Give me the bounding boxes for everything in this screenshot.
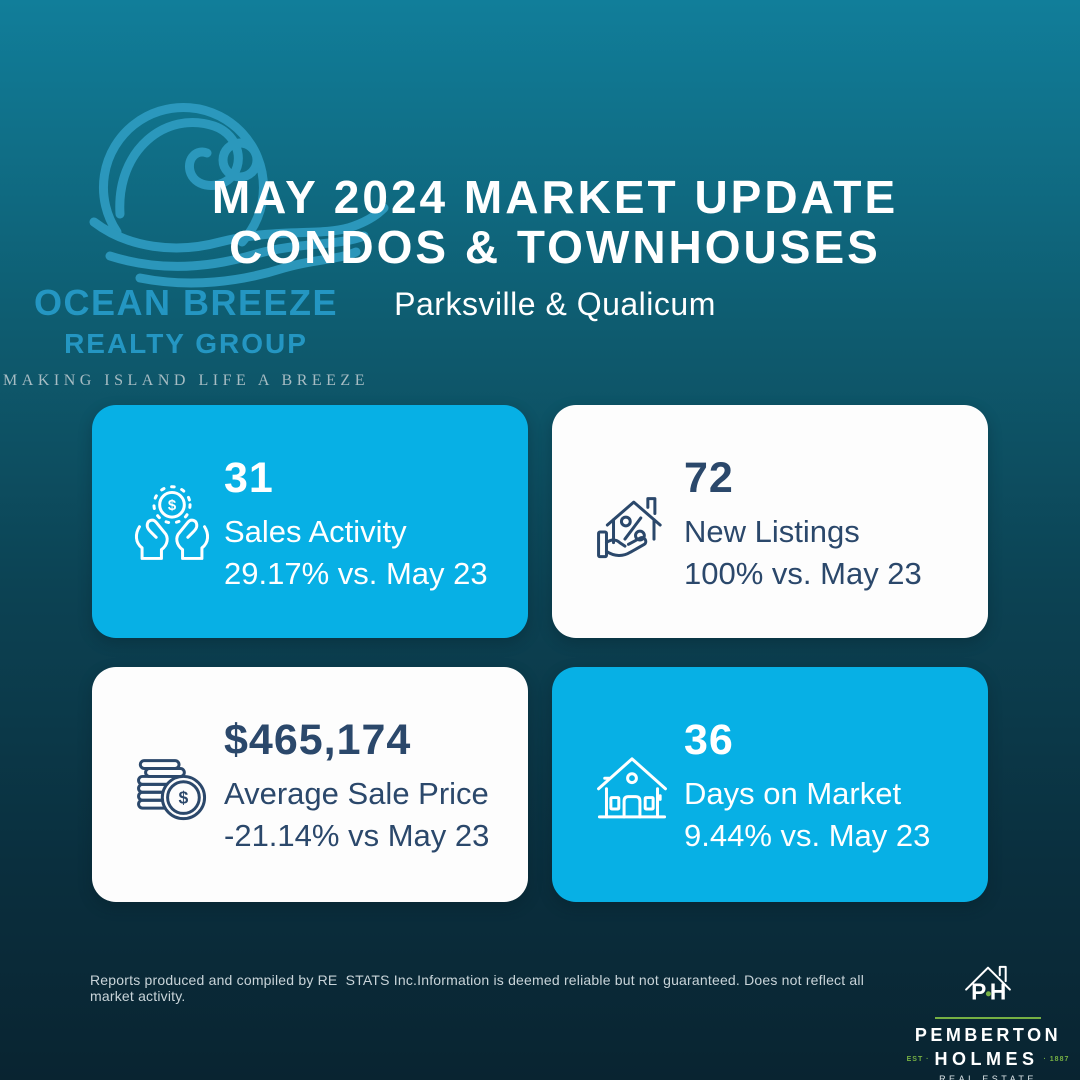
est-label: EST · (906, 1056, 930, 1063)
brand-name: OCEAN BREEZE (33, 282, 339, 323)
brand-block: OCEAN BREEZE REALTY GROUP MAKING ISLAND … (0, 284, 372, 390)
house-icon (588, 743, 676, 831)
stat-value: $465,174 (224, 716, 412, 764)
title-block: MAY 2024 MARKET UPDATE CONDOS & TOWNHOUS… (150, 172, 960, 326)
stat-card-new-listings: 72 New Listings 100% vs. May 23 (552, 405, 988, 638)
pemberton-holmes-logo: P H PEMBERTON EST · HOLMES · 1887 REAL E… (905, 956, 1071, 1080)
svg-text:$: $ (168, 497, 177, 514)
stat-card-sales-activity: $ 31 Sales Activity 29.17% vs. May 23 (92, 405, 528, 638)
hands-holding-coin-icon: $ (128, 481, 216, 569)
stat-change: -21.14% vs May 23 (224, 817, 490, 853)
house-percent-hand-icon (588, 481, 676, 569)
stat-card-days-on-market: 36 Days on Market 9.44% vs. May 23 (552, 667, 988, 902)
svg-text:$: $ (179, 788, 189, 808)
page-subtitle: Parksville & Qualicum (394, 286, 716, 322)
disclaimer-text: Reports produced and compiled by RE STAT… (90, 972, 869, 1004)
stat-label: New Listings (684, 514, 860, 549)
stat-change: 29.17% vs. May 23 (224, 555, 488, 591)
stat-value: 36 (684, 716, 734, 764)
stat-label: Sales Activity (224, 514, 407, 549)
brand-tagline: MAKING ISLAND LIFE A BREEZE (3, 372, 369, 389)
pemberton-text: PEMBERTON (914, 1025, 1062, 1045)
year-label: · 1887 (1043, 1056, 1070, 1063)
brand-subname: REALTY GROUP (64, 328, 308, 359)
stat-label: Average Sale Price (224, 776, 489, 811)
stat-label: Days on Market (684, 776, 902, 811)
stat-value: 31 (224, 454, 274, 502)
green-divider (935, 1017, 1041, 1019)
svg-text:P: P (971, 979, 986, 1005)
real-estate-label: REAL ESTATE (939, 1074, 1037, 1080)
stat-change: 9.44% vs. May 23 (684, 817, 931, 853)
coins-stack-icon: $ (128, 743, 216, 831)
holmes-text: HOLMES (934, 1049, 1039, 1069)
page-title-line1: MAY 2024 MARKET UPDATE (211, 171, 899, 223)
ocean-wave-logo (89, 103, 389, 288)
stat-change: 100% vs. May 23 (684, 555, 922, 591)
stat-value: 72 (684, 454, 734, 502)
page-title-line2: CONDOS & TOWNHOUSES (229, 221, 881, 273)
house-monogram-icon: P H (965, 965, 1011, 1005)
svg-text:H: H (990, 979, 1006, 1005)
stat-card-average-sale-price: $ $465,174 Average Sale Price -21.14% vs… (92, 667, 528, 902)
